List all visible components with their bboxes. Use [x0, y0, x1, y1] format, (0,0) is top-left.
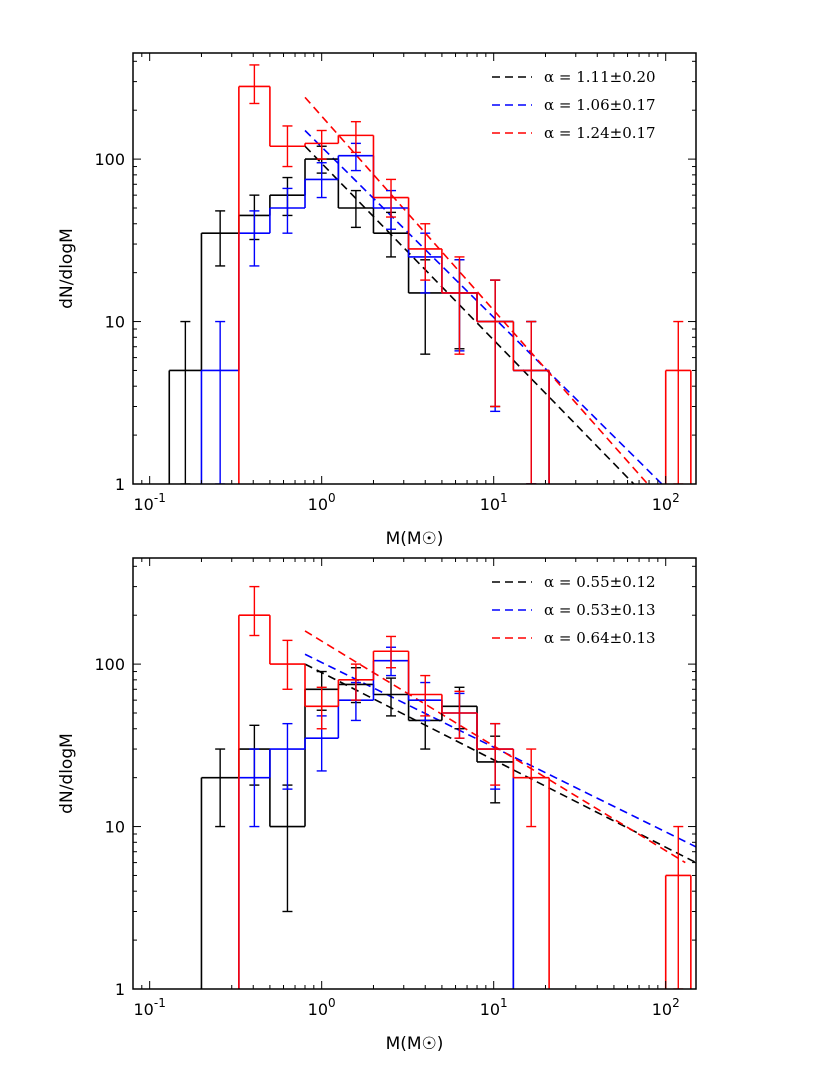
y-axis-label: dN/dlogM [57, 733, 77, 814]
plot-area-top [168, 64, 692, 484]
legend-label-blue: α = 1.06±0.17 [544, 96, 656, 114]
axes-frame-bottom [132, 557, 697, 990]
y-tick-label: 1 [115, 475, 125, 494]
x-tick-label: 102 [652, 491, 680, 514]
plot-area-bottom [200, 585, 696, 989]
plot-series [168, 64, 692, 484]
legend-label-red: α = 0.64±0.13 [544, 629, 656, 647]
y-tick-label: 1 [115, 980, 125, 999]
x-tick-label: 10-1 [134, 996, 166, 1019]
fit-line-blue [304, 653, 696, 848]
legend-label-black: α = 0.55±0.12 [544, 573, 656, 591]
y-axis-label: dN/dlogM [57, 228, 77, 309]
y-tick-label: 100 [94, 150, 125, 169]
y-tick-label: 10 [105, 313, 125, 332]
fit-line-red [304, 96, 649, 484]
ticks-bottom [132, 558, 696, 990]
legend-label-red: α = 1.24±0.17 [544, 124, 656, 142]
legend-label-blue: α = 0.53±0.13 [544, 601, 656, 619]
x-tick-label: 101 [480, 996, 508, 1019]
x-tick-label: 10-1 [134, 491, 166, 514]
x-tick-label: 101 [480, 491, 508, 514]
plot-series [200, 585, 696, 989]
legend-label-black: α = 1.11±0.20 [544, 68, 656, 86]
panel-top: 10-1 100 101 102 1 10 100 α = 1.11±0.20 α = 1.0… [57, 52, 697, 549]
legend-top: α = 1.11±0.20 α = 1.06±0.17 α = 1.24±0.17 [492, 68, 656, 142]
ticks-top [132, 53, 696, 485]
fit-line-black [304, 145, 635, 484]
legend-bottom: α = 0.55±0.12 α = 0.53±0.13 α = 0.64±0.13 [492, 573, 656, 647]
fit-line-black [304, 663, 696, 864]
fit-line-blue [304, 129, 663, 484]
tick-labels-top: 10-1 100 101 102 1 10 100 [94, 150, 679, 514]
x-axis-label: M(M☉) [386, 1034, 444, 1054]
tick-labels-bottom: 10-1 100 101 102 1 10 100 [94, 655, 679, 1019]
x-axis-label: M(M☉) [386, 529, 444, 549]
y-tick-label: 10 [105, 818, 125, 837]
y-tick-label: 100 [94, 655, 125, 674]
axes-frame-top [132, 52, 697, 485]
x-tick-label: 102 [652, 996, 680, 1019]
x-tick-label: 100 [308, 491, 336, 514]
x-tick-label: 100 [308, 996, 336, 1019]
